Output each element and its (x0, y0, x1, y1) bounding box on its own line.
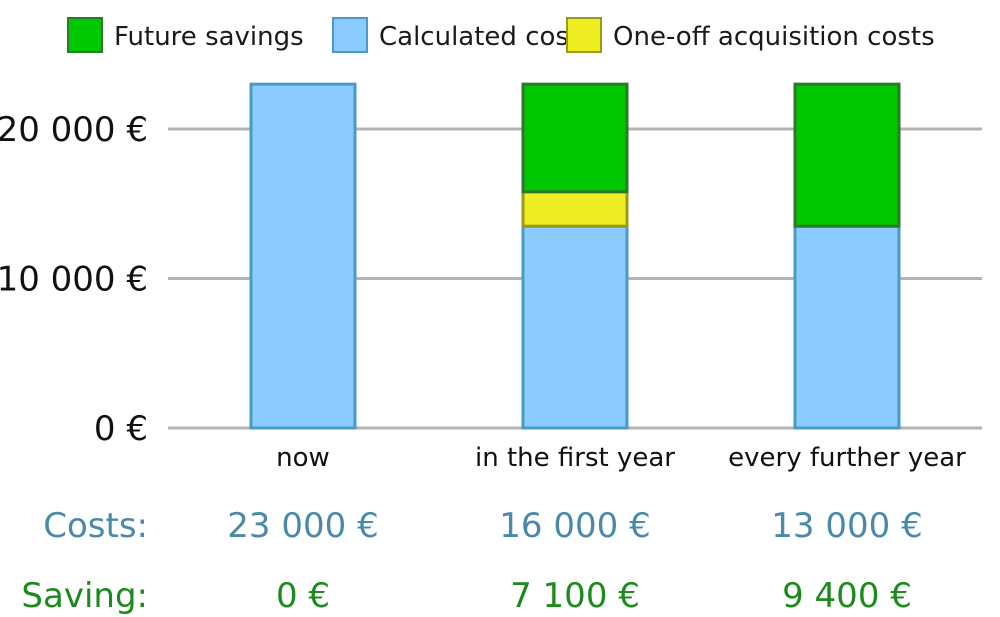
legend-swatch-one-off-acquisition-costs (566, 17, 602, 53)
legend-label-one-off-acquisition-costs: One-off acquisition costs (613, 22, 935, 52)
x-axis-ticks: now in the first year every further year (276, 443, 966, 473)
legend-label-calculated-costs: Calculated costs (379, 22, 593, 52)
bar-calculated-costs-every-further-year (793, 224, 901, 430)
costs-row-label: Costs: (43, 506, 148, 546)
legend-swatch-calculated-costs (332, 17, 368, 53)
legend-swatch-future-savings (67, 17, 103, 53)
x-tick-label: in the first year (475, 443, 675, 473)
saving-value-first-year: 7 100 € (510, 576, 640, 616)
bar-one-off-acquisition-costs-in-the-first-year (521, 190, 629, 228)
legend-label-future-savings: Future savings (114, 22, 304, 52)
bar-calculated-costs-now (249, 82, 357, 430)
saving-value-further-year: 9 400 € (782, 576, 912, 616)
x-tick-label: now (276, 443, 330, 473)
costs-value-now: 23 000 € (227, 506, 378, 546)
x-tick-label: every further year (728, 443, 966, 473)
saving-value-now: 0 € (276, 576, 330, 616)
y-tick-label: 20 000 € (0, 110, 148, 150)
summary-table: Costs: Saving: 23 000 € 16 000 € 13 000 … (21, 506, 922, 616)
bar-future-savings-in-the-first-year (521, 82, 629, 194)
y-tick-label: 10 000 € (0, 260, 148, 300)
bar-calculated-costs-in-the-first-year (521, 224, 629, 430)
costs-value-further-year: 13 000 € (771, 506, 922, 546)
bar-future-savings-every-further-year (793, 82, 901, 228)
legend: Future savings Calculated costs One-off ac… (67, 17, 935, 53)
bars (249, 82, 901, 430)
saving-row-label: Saving: (21, 576, 148, 616)
y-tick-label: 0 € (94, 409, 148, 449)
y-axis-ticks: 0 € 10 000 € 20 000 € (0, 110, 148, 449)
costs-value-first-year: 16 000 € (499, 506, 650, 546)
